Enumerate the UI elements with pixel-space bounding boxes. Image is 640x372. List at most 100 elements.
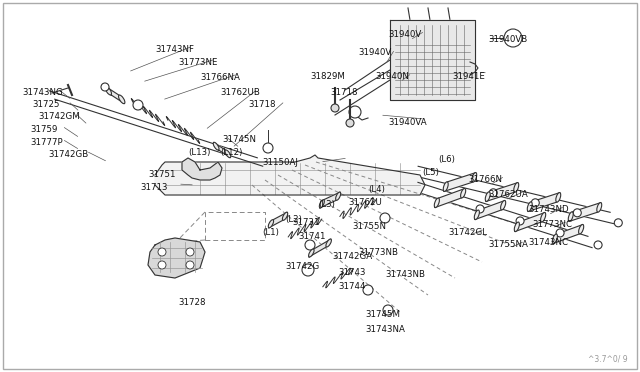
Ellipse shape xyxy=(335,192,340,201)
Text: 31940VB: 31940VB xyxy=(488,35,527,44)
Circle shape xyxy=(101,83,109,91)
Polygon shape xyxy=(569,203,601,221)
Circle shape xyxy=(573,209,581,217)
Polygon shape xyxy=(475,201,505,219)
Circle shape xyxy=(305,240,315,250)
Text: 31743ND: 31743ND xyxy=(528,205,568,214)
Text: 31940V: 31940V xyxy=(358,48,391,57)
Circle shape xyxy=(349,106,361,118)
Text: (L5): (L5) xyxy=(422,168,439,177)
Polygon shape xyxy=(269,212,287,228)
Ellipse shape xyxy=(461,189,466,198)
Text: 31940V: 31940V xyxy=(388,30,421,39)
Text: 31743NG: 31743NG xyxy=(22,88,63,97)
Circle shape xyxy=(158,261,166,269)
Text: 31718: 31718 xyxy=(330,88,358,97)
Circle shape xyxy=(504,29,522,47)
Text: 31745N: 31745N xyxy=(222,135,256,144)
Polygon shape xyxy=(444,173,476,191)
Text: 31762U: 31762U xyxy=(348,198,382,207)
Circle shape xyxy=(186,248,194,256)
Ellipse shape xyxy=(326,239,332,247)
Ellipse shape xyxy=(225,150,231,158)
Ellipse shape xyxy=(308,249,314,257)
Text: 31941E: 31941E xyxy=(452,72,485,81)
Text: 31755NA: 31755NA xyxy=(488,240,528,249)
Ellipse shape xyxy=(552,234,557,244)
Text: 31773NB: 31773NB xyxy=(358,248,398,257)
Polygon shape xyxy=(214,142,230,158)
Text: 31745M: 31745M xyxy=(365,310,400,319)
Polygon shape xyxy=(553,225,583,244)
Ellipse shape xyxy=(105,86,111,95)
Text: 31743NB: 31743NB xyxy=(385,270,425,279)
Ellipse shape xyxy=(527,202,532,211)
Text: 31742G: 31742G xyxy=(285,262,319,271)
Text: 31777P: 31777P xyxy=(30,138,63,147)
Polygon shape xyxy=(148,238,205,278)
Text: (L13): (L13) xyxy=(188,148,211,157)
Text: (L2): (L2) xyxy=(285,215,302,224)
Circle shape xyxy=(490,189,497,197)
Text: 31728: 31728 xyxy=(178,298,205,307)
Circle shape xyxy=(363,285,373,295)
Text: 31744: 31744 xyxy=(338,282,365,291)
Text: 31743: 31743 xyxy=(338,268,365,277)
Circle shape xyxy=(476,205,484,213)
Polygon shape xyxy=(486,183,518,201)
Text: 31940VA: 31940VA xyxy=(388,118,427,127)
Text: 31743NF: 31743NF xyxy=(155,45,194,54)
Ellipse shape xyxy=(268,220,273,228)
Circle shape xyxy=(158,248,166,256)
Text: 31773NC: 31773NC xyxy=(532,220,572,229)
Ellipse shape xyxy=(597,203,602,212)
Ellipse shape xyxy=(515,222,520,231)
Text: 31829M: 31829M xyxy=(310,72,345,81)
Text: 31766N: 31766N xyxy=(468,175,502,184)
Polygon shape xyxy=(435,189,465,208)
Polygon shape xyxy=(106,86,124,103)
Text: (L12): (L12) xyxy=(220,148,243,157)
Polygon shape xyxy=(528,193,560,211)
Circle shape xyxy=(302,264,314,276)
Text: 31940N: 31940N xyxy=(375,72,409,81)
Text: 31742GB: 31742GB xyxy=(48,150,88,159)
Text: 31742GL: 31742GL xyxy=(448,228,487,237)
Text: 31762UB: 31762UB xyxy=(220,88,260,97)
Circle shape xyxy=(380,213,390,223)
Circle shape xyxy=(186,261,194,269)
Circle shape xyxy=(263,143,273,153)
Text: ^3.7^0/ 9: ^3.7^0/ 9 xyxy=(588,355,628,364)
Text: 31755N: 31755N xyxy=(352,222,386,231)
Text: (L6): (L6) xyxy=(438,155,455,164)
Circle shape xyxy=(614,219,622,227)
Ellipse shape xyxy=(444,182,448,192)
Polygon shape xyxy=(309,239,331,257)
Circle shape xyxy=(133,100,143,110)
Ellipse shape xyxy=(118,95,125,104)
Text: 31762UA: 31762UA xyxy=(488,190,528,199)
Text: 31766NA: 31766NA xyxy=(200,73,240,82)
Text: 31742GA: 31742GA xyxy=(332,252,372,261)
Ellipse shape xyxy=(474,210,479,219)
Text: (L1): (L1) xyxy=(262,228,279,237)
Text: 31150AJ: 31150AJ xyxy=(262,158,298,167)
Circle shape xyxy=(516,217,524,225)
Text: 31731: 31731 xyxy=(292,218,319,227)
Text: 31713: 31713 xyxy=(140,183,168,192)
Text: 31741: 31741 xyxy=(298,232,326,241)
Ellipse shape xyxy=(568,212,573,221)
Ellipse shape xyxy=(556,193,561,202)
Text: 31718: 31718 xyxy=(248,100,275,109)
Text: 31773NE: 31773NE xyxy=(178,58,218,67)
Text: 31743NA: 31743NA xyxy=(365,325,405,334)
Polygon shape xyxy=(320,192,340,208)
Ellipse shape xyxy=(500,201,506,210)
Ellipse shape xyxy=(514,183,518,192)
Polygon shape xyxy=(155,155,425,195)
Circle shape xyxy=(594,241,602,249)
Circle shape xyxy=(346,119,354,127)
Ellipse shape xyxy=(472,173,477,182)
Polygon shape xyxy=(182,158,222,180)
Polygon shape xyxy=(515,212,545,231)
